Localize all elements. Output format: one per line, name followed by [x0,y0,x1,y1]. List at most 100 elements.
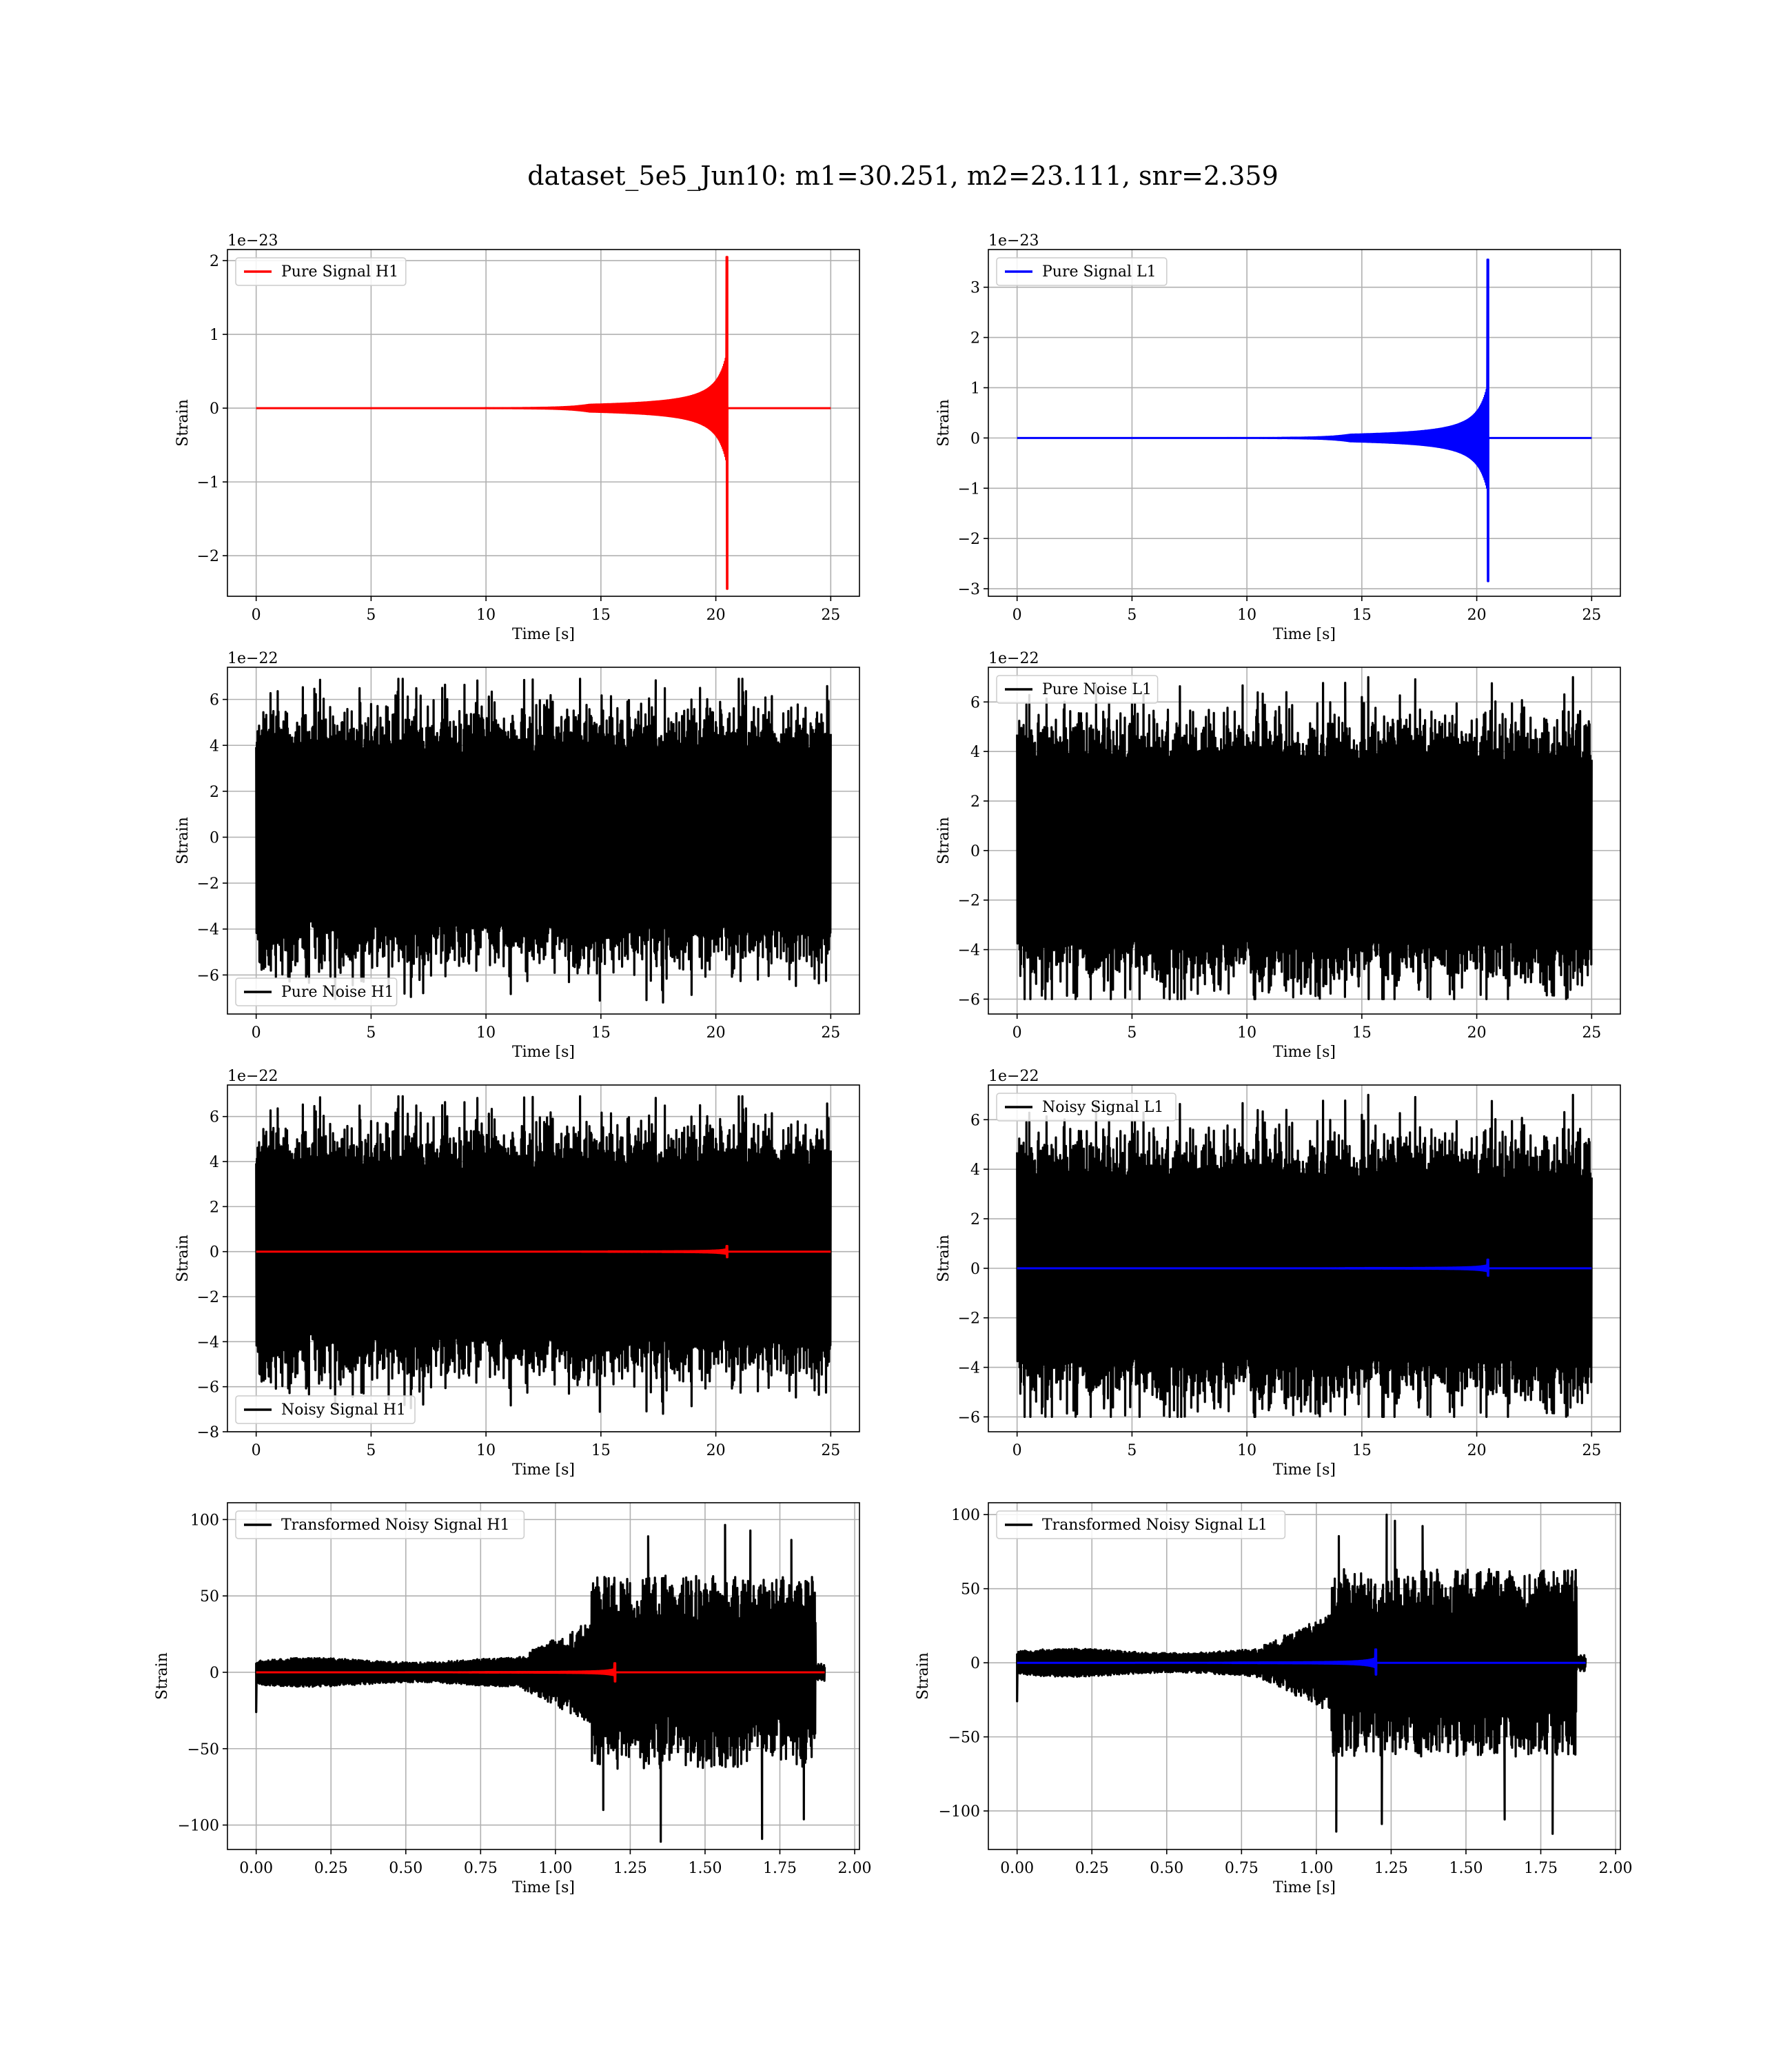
transformed-noisy-signal-h1-series [255,1523,826,1843]
x-tick-label: 1.75 [763,1860,797,1877]
legend-label: Transformed Noisy Signal H1 [281,1517,510,1534]
y-tick-label: 0 [970,1261,980,1278]
x-tick-label: 20 [1467,1442,1487,1459]
pure-noise-l1-series [1016,676,1593,1000]
x-tick-label: 0.25 [1075,1860,1109,1877]
series-line-overlay-1 [1016,1648,1587,1676]
x-tick-label: 2.00 [1599,1860,1633,1877]
legend: Pure Signal H1 [235,257,407,286]
series-line-transformed-noisy-signal-l1 [1016,1513,1587,1835]
noisy-signal-l1-series [1016,1093,1593,1418]
legend-label: Pure Noise L1 [1042,681,1152,698]
y-tick-label: −2 [197,1289,219,1306]
legend: Pure Signal L1 [996,257,1168,286]
x-tick-label: 1.50 [688,1860,722,1877]
pure-noise-h1-axes: 0 5 10 15 20 25 −6 −4 −2 0 2 4 6 Time [s] Strain 1e−22 P… [174,650,860,1061]
y-axis-label: Strain [154,1652,171,1700]
series-line-noisy-signal-h1 [255,1095,832,1415]
legend: Noisy Signal H1 [235,1395,416,1424]
y-tick-label: −50 [187,1741,219,1758]
y-axis-label: Strain [915,1652,932,1700]
y-axis-label: Strain [935,1235,953,1282]
legend-label: Noisy Signal H1 [281,1401,406,1419]
y-axis-label: Strain [174,1235,192,1282]
legend-label: Pure Signal H1 [281,263,398,281]
x-tick-label: 25 [821,1024,840,1042]
pure-noise-l1-frame [988,667,1621,1015]
legend-label: Pure Noise H1 [281,984,394,1001]
x-tick-label: 0.00 [239,1860,273,1877]
series-line-pure-signal-l1 [1016,258,1593,582]
x-tick-label: 20 [1467,1024,1487,1042]
offset-text: 1e−23 [227,232,278,250]
x-tick-label: 10 [476,607,496,624]
y-tick-label: −100 [178,1818,219,1835]
y-tick-label: −100 [939,1803,980,1821]
y-tick-label: −2 [958,1310,980,1328]
y-tick-label: 2 [210,253,219,270]
x-tick-label: 10 [1237,607,1256,624]
pure-noise-h1-series [255,678,832,1004]
x-tick-label: 0.25 [314,1860,348,1877]
series-line-overlay-1 [255,1662,826,1683]
noisy-signal-l1-frame [988,1084,1621,1432]
legend-box [235,257,407,286]
pure-noise-l1-axes: 0 5 10 15 20 25 −6 −4 −2 0 2 4 6 Time [s] Strain 1e−22P… [935,650,1621,1061]
x-axis-label: Time [s] [1273,1879,1336,1896]
x-tick-label: 0.75 [1225,1860,1259,1877]
x-tick-label: 5 [1127,607,1137,624]
y-tick-label: 0 [970,1655,980,1672]
y-tick-label: 50 [961,1581,980,1599]
x-axis-label: Time [s] [512,1461,575,1479]
x-tick-label: 15 [1352,607,1372,624]
x-tick-label: 0.75 [464,1860,498,1877]
x-tick-label: 25 [821,607,840,624]
x-tick-label: 0.50 [389,1860,422,1877]
x-tick-label: 25 [1582,1024,1601,1042]
pure-signal-h1-frame [227,249,860,597]
x-tick-label: 5 [1127,1024,1137,1042]
y-tick-label: 2 [210,1199,219,1216]
legend-box [996,675,1159,704]
figure-title: dataset_5e5_Jun10: m1=30.251, m2=23.111,… [527,161,1279,192]
y-tick-label: −6 [958,991,980,1008]
y-axis-label: Strain [935,399,953,447]
pure-signal-l1-axes: 0 5 10 15 20 25 −3 −2 −1 0 1 2 3 Time [s] Strain 1e−23P… [935,232,1621,643]
legend-box [235,1510,525,1539]
transformed-noisy-signal-l1-axes: 0.00 0.25 0.50 0.75 1.00 1.25 1.50 1.75 2.00 −100… [915,1502,1633,1896]
y-tick-label: 6 [210,1109,219,1126]
offset-text: 1e−22 [988,1068,1039,1085]
legend: Transformed Noisy Signal H1 [235,1510,525,1539]
x-tick-label: 1.25 [1374,1860,1408,1877]
y-tick-label: −4 [197,1334,219,1351]
legend-box [235,1395,416,1424]
y-tick-label: 6 [970,694,980,711]
y-tick-label: 4 [970,744,980,761]
y-axis-label: Strain [174,399,192,447]
y-tick-label: 0 [970,430,980,447]
y-tick-label: 1 [210,327,219,344]
y-tick-label: −3 [958,581,980,598]
legend-label: Noisy Signal L1 [1042,1099,1163,1116]
x-tick-label: 5 [366,1024,376,1042]
transformed-noisy-signal-h1-frame [227,1502,860,1850]
transformed-noisy-signal-h1-axes: 0.00 0.25 0.50 0.75 1.00 1.25 1.50 1.75 2.00 −100… [154,1502,872,1896]
x-tick-label: 1.00 [1299,1860,1333,1877]
legend-box [996,257,1168,286]
y-tick-label: −4 [958,942,980,960]
pure-signal-h1-axes: 0 5 10 15 20 25 −2 −1 0 1 2 Time [s] Strain 1e−23Pure… [174,232,860,643]
y-tick-label: −6 [197,967,219,984]
x-tick-label: 1.50 [1449,1860,1483,1877]
y-tick-label: 0 [210,1244,219,1261]
x-tick-label: 0 [252,607,261,624]
x-tick-label: 25 [1582,607,1601,624]
series-line-pure-noise-l1 [1016,676,1593,1000]
x-tick-label: 0 [252,1442,261,1459]
legend-box [235,977,398,1006]
y-tick-label: 4 [210,1154,219,1171]
x-tick-label: 10 [476,1442,496,1459]
x-tick-label: 0 [1012,1024,1022,1042]
offset-text: 1e−22 [988,650,1039,667]
offset-text: 1e−23 [988,232,1039,250]
